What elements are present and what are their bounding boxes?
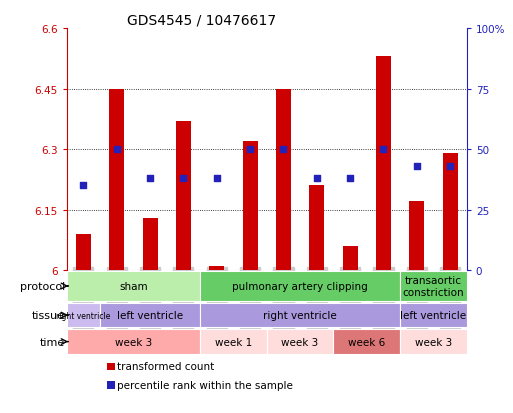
Bar bbox=[276, 89, 291, 271]
Bar bbox=[400, 330, 467, 354]
Bar bbox=[67, 330, 200, 354]
Point bbox=[79, 183, 87, 189]
Point bbox=[212, 176, 221, 182]
Bar bbox=[67, 272, 200, 301]
Point bbox=[380, 146, 388, 153]
Text: pulmonary artery clipping: pulmonary artery clipping bbox=[232, 281, 368, 291]
Bar bbox=[400, 272, 467, 301]
Text: transformed count: transformed count bbox=[117, 362, 214, 372]
Bar bbox=[343, 246, 358, 271]
Text: percentile rank within the sample: percentile rank within the sample bbox=[117, 380, 292, 390]
Bar bbox=[200, 303, 400, 328]
Bar bbox=[243, 142, 258, 271]
Text: tissue: tissue bbox=[32, 310, 65, 320]
Text: week 3: week 3 bbox=[115, 337, 152, 347]
Bar bbox=[200, 330, 267, 354]
Point bbox=[312, 176, 321, 182]
Bar bbox=[267, 330, 333, 354]
Bar bbox=[409, 202, 424, 271]
Point bbox=[279, 146, 287, 153]
Point bbox=[146, 176, 154, 182]
Text: GDS4545 / 10476617: GDS4545 / 10476617 bbox=[127, 14, 276, 28]
Point bbox=[112, 146, 121, 153]
Text: week 3: week 3 bbox=[282, 337, 319, 347]
Text: week 1: week 1 bbox=[215, 337, 252, 347]
Text: left ventricle: left ventricle bbox=[401, 310, 466, 320]
Bar bbox=[200, 272, 400, 301]
Text: transaortic
constriction: transaortic constriction bbox=[403, 275, 464, 297]
Text: right ventricle: right ventricle bbox=[263, 310, 337, 320]
Bar bbox=[143, 218, 157, 271]
Point bbox=[412, 163, 421, 170]
Bar bbox=[107, 382, 115, 389]
Point bbox=[446, 163, 455, 170]
Point bbox=[179, 176, 187, 182]
Text: time: time bbox=[40, 337, 65, 347]
Text: left ventricle: left ventricle bbox=[117, 310, 183, 320]
Bar bbox=[209, 266, 224, 271]
Bar bbox=[67, 303, 100, 328]
Bar bbox=[176, 121, 191, 271]
Text: right ventricle: right ventricle bbox=[56, 311, 110, 320]
Bar bbox=[376, 57, 391, 271]
Text: week 3: week 3 bbox=[415, 337, 452, 347]
Text: sham: sham bbox=[119, 281, 148, 291]
Bar bbox=[107, 363, 115, 370]
Bar bbox=[443, 154, 458, 271]
Bar bbox=[100, 303, 200, 328]
Text: protocol: protocol bbox=[20, 281, 65, 291]
Point bbox=[246, 146, 254, 153]
Bar bbox=[400, 303, 467, 328]
Bar bbox=[333, 330, 400, 354]
Point bbox=[346, 176, 354, 182]
Bar bbox=[76, 234, 91, 271]
Bar bbox=[309, 186, 324, 271]
Bar bbox=[109, 89, 124, 271]
Text: week 6: week 6 bbox=[348, 337, 385, 347]
